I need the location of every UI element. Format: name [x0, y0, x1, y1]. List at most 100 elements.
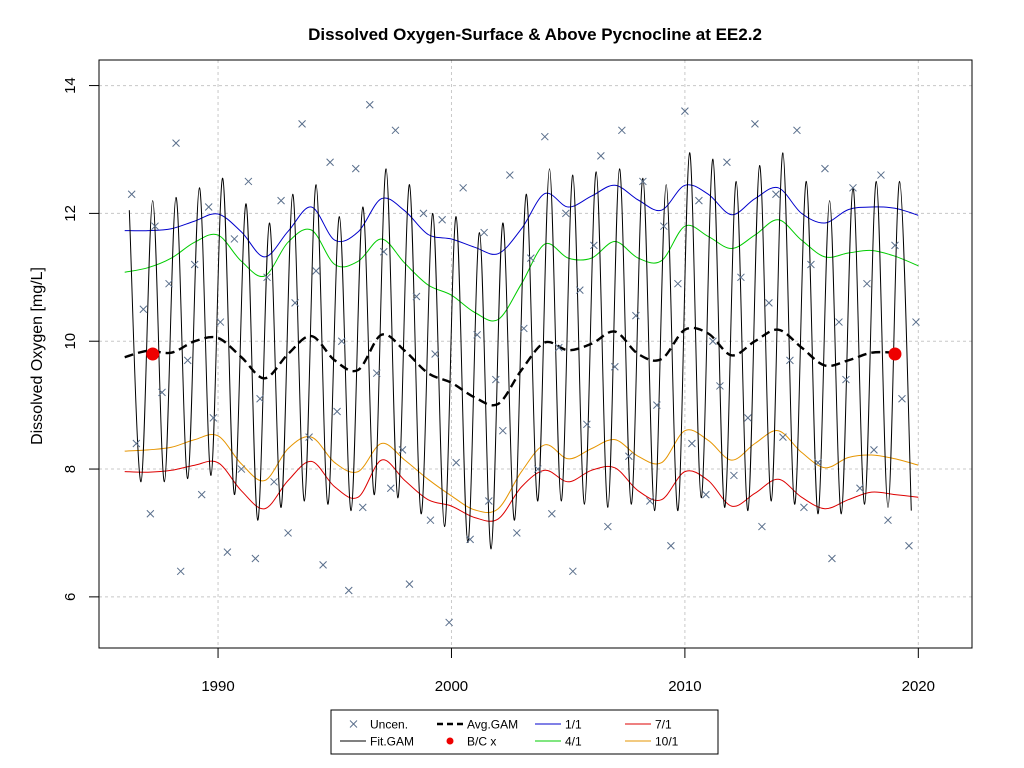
x-tick-label: 2020	[902, 678, 935, 695]
observation-points	[127, 100, 920, 627]
observation-point	[618, 126, 626, 135]
legend-box	[330, 709, 719, 755]
y-axis-label: Dissolved Oxygen [mg/L]	[29, 267, 46, 445]
legend-item: B/C x	[446, 735, 496, 749]
observation-point	[582, 420, 591, 429]
observation-point	[639, 177, 647, 186]
x-tick-label: 1990	[201, 678, 234, 695]
observation-point	[176, 567, 185, 576]
observation-point	[870, 446, 878, 454]
observation-point	[244, 177, 253, 186]
observation-point	[498, 426, 507, 435]
observation-point	[793, 126, 801, 135]
y-tick-label: 6	[62, 593, 79, 601]
observation-point	[190, 260, 199, 269]
observation-point	[674, 279, 682, 288]
observation-point	[216, 318, 225, 326]
observation-point	[452, 458, 460, 467]
observation-point	[183, 356, 192, 365]
observation-point	[835, 318, 843, 326]
legend-item: 10/1	[625, 735, 679, 749]
observation-point	[386, 484, 395, 493]
observation-point	[716, 382, 724, 390]
observation-point	[230, 235, 239, 243]
observation-point	[256, 394, 264, 403]
observation-point	[365, 100, 374, 109]
observation-point	[568, 567, 577, 576]
observation-point	[849, 183, 857, 192]
observation-point	[737, 273, 745, 282]
observation-point	[431, 350, 439, 358]
observation-point	[312, 267, 320, 275]
observation-point	[751, 120, 759, 128]
observation-point	[445, 618, 453, 627]
bc-point	[146, 347, 160, 361]
observation-point	[842, 375, 850, 384]
observation-point	[158, 388, 166, 397]
legend-label: Uncen.	[370, 718, 408, 732]
observation-point	[590, 241, 598, 250]
observation-point	[807, 260, 815, 269]
observation-point	[139, 305, 148, 314]
observation-point	[391, 126, 400, 135]
observation-point	[611, 362, 619, 371]
observation-point	[426, 516, 435, 525]
observation-point	[660, 222, 668, 231]
chart-title: Dissolved Oxygen-Surface & Above Pycnocl…	[308, 25, 762, 44]
observation-point	[127, 190, 136, 199]
bc-point	[888, 347, 902, 361]
plot-frame	[98, 59, 973, 649]
observation-point	[132, 439, 141, 448]
observation-point	[533, 465, 542, 473]
observation-point	[333, 407, 341, 416]
legend-label: 4/1	[565, 735, 582, 749]
observation-point	[466, 535, 474, 544]
legend-item: 7/1	[625, 718, 672, 732]
observation-point	[223, 548, 232, 556]
observation-point	[779, 433, 787, 441]
observation-point	[298, 120, 306, 128]
observation-point	[863, 279, 871, 288]
observation-point	[547, 509, 556, 518]
observation-point	[270, 477, 278, 486]
observation-point	[702, 490, 710, 499]
observation-point	[505, 171, 514, 179]
observation-point	[667, 541, 675, 550]
observation-point	[744, 414, 752, 422]
observation-point	[786, 356, 794, 365]
observation-point	[277, 196, 285, 205]
legend-label: 10/1	[655, 735, 679, 749]
observation-point	[709, 337, 717, 346]
observation-point	[575, 286, 584, 294]
observation-point	[251, 554, 260, 563]
legend-item: Fit.GAM	[340, 735, 414, 749]
observation-point	[540, 132, 549, 141]
observation-point	[884, 516, 892, 525]
observation-point	[646, 497, 654, 505]
observation-point	[473, 330, 481, 339]
observation-point	[419, 209, 428, 218]
observation-point	[688, 439, 696, 448]
x-tick-label: 2000	[435, 678, 468, 695]
observation-point	[459, 183, 467, 192]
observation-point	[730, 471, 738, 480]
observation-point	[856, 484, 864, 493]
observation-point	[828, 554, 836, 563]
observation-point	[398, 446, 407, 454]
observation-point	[604, 522, 612, 531]
legend-label: 1/1	[565, 718, 582, 732]
observation-point	[165, 279, 173, 288]
observation-point	[480, 228, 489, 237]
observation-point	[326, 158, 334, 167]
legend-item: Avg.GAM	[437, 718, 518, 732]
observation-point	[291, 299, 299, 307]
observation-point	[284, 529, 292, 537]
series-line-avg-gam	[124, 326, 896, 407]
observation-point	[814, 458, 822, 467]
legend-item: Uncen.	[349, 718, 408, 732]
observation-point	[723, 158, 731, 167]
observation-point	[758, 522, 766, 531]
observation-point	[681, 107, 689, 115]
